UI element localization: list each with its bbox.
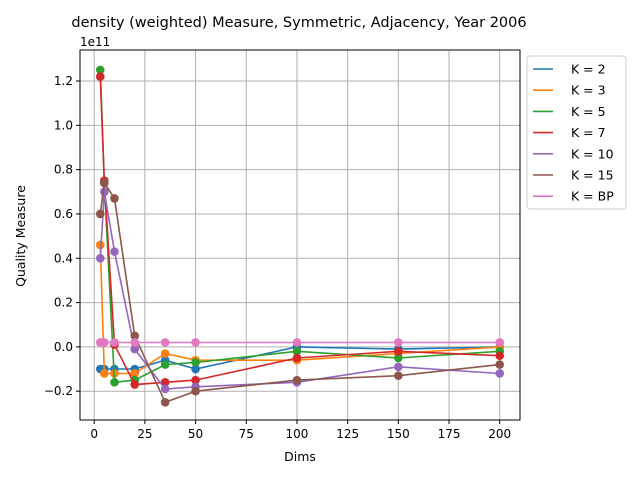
legend-entry: K = 10 <box>571 146 614 161</box>
y-tick-label: 0.4 <box>54 251 73 265</box>
y-axis-label: Quality Measure <box>13 185 28 287</box>
x-tick-label: 150 <box>387 427 410 441</box>
data-point <box>130 344 140 354</box>
data-point <box>191 375 200 385</box>
data-point <box>100 369 109 378</box>
data-point <box>495 338 505 347</box>
chart-title: density (weighted) Measure, Symmetric, A… <box>71 15 526 31</box>
data-point <box>394 362 403 372</box>
y-offset-label: 1e11 <box>80 35 110 49</box>
x-axis-label: Dims <box>284 449 316 464</box>
data-point <box>160 360 170 369</box>
data-point <box>110 378 119 387</box>
data-point <box>95 65 105 75</box>
data-point <box>292 338 302 347</box>
data-point <box>495 369 505 378</box>
legend-entry: K = 15 <box>571 168 614 183</box>
data-point <box>394 371 403 380</box>
data-point <box>191 364 200 374</box>
data-point <box>95 72 105 81</box>
data-point <box>95 240 105 250</box>
data-point <box>160 349 170 358</box>
data-point <box>191 338 200 347</box>
y-tick-label: 0.2 <box>54 296 73 310</box>
data-point <box>95 253 105 263</box>
x-tick-label: 0 <box>90 427 98 441</box>
data-point <box>191 358 200 367</box>
data-point <box>191 386 200 396</box>
data-point <box>130 369 140 378</box>
data-point <box>95 209 105 219</box>
data-point <box>394 347 403 356</box>
data-point <box>110 338 119 347</box>
x-axis-ticks: 0 25 50 75 100 125 150 175 200 <box>90 420 511 441</box>
x-tick-label: 100 <box>286 427 309 441</box>
data-point <box>110 194 119 203</box>
y-tick-label: 1.2 <box>54 74 73 88</box>
data-point <box>394 338 403 347</box>
data-point <box>292 347 302 356</box>
data-point <box>394 353 403 363</box>
data-point <box>160 384 170 394</box>
data-point <box>495 351 505 361</box>
y-tick-label: 0.8 <box>54 163 73 177</box>
legend-entry: K = 3 <box>571 83 606 98</box>
y-tick-label: 0.6 <box>54 207 73 221</box>
data-point <box>292 375 302 385</box>
legend-entry: K = 2 <box>571 62 606 77</box>
legend-box <box>526 55 627 210</box>
legend-entry: K = BP <box>571 189 614 204</box>
series-k-bp <box>95 338 505 347</box>
data-point <box>100 338 109 347</box>
data-point <box>160 338 170 347</box>
y-tick-label: 1.0 <box>54 118 73 132</box>
y-tick-label: 0.0 <box>54 340 73 354</box>
data-point <box>292 353 302 363</box>
data-point <box>130 380 140 389</box>
data-point <box>495 360 505 369</box>
legend-entry: K = 7 <box>571 125 606 140</box>
y-tick-label: −0.2 <box>44 384 73 398</box>
legend-entry: K = 5 <box>571 104 606 119</box>
data-point <box>130 331 140 341</box>
plot-frame <box>79 49 521 421</box>
data-point <box>160 397 170 407</box>
data-point <box>160 378 170 387</box>
x-tick-label: 175 <box>438 427 461 441</box>
x-tick-label: 75 <box>239 427 254 441</box>
series-layer <box>95 65 505 407</box>
series-k-15 <box>95 178 505 407</box>
x-tick-label: 125 <box>336 427 359 441</box>
legend: K = 2 K = 3 K = 5 K = 7 K = 10 K = 15 K = BP <box>526 55 627 210</box>
x-tick-label: 200 <box>488 427 511 441</box>
x-tick-label: 50 <box>188 427 203 441</box>
y-axis-ticks: −0.2 0.0 0.2 0.4 0.6 0.8 1.0 1.2 <box>44 74 80 398</box>
data-point <box>100 178 109 188</box>
data-point <box>110 247 119 256</box>
x-tick-label: 25 <box>137 427 152 441</box>
data-point <box>130 338 140 347</box>
